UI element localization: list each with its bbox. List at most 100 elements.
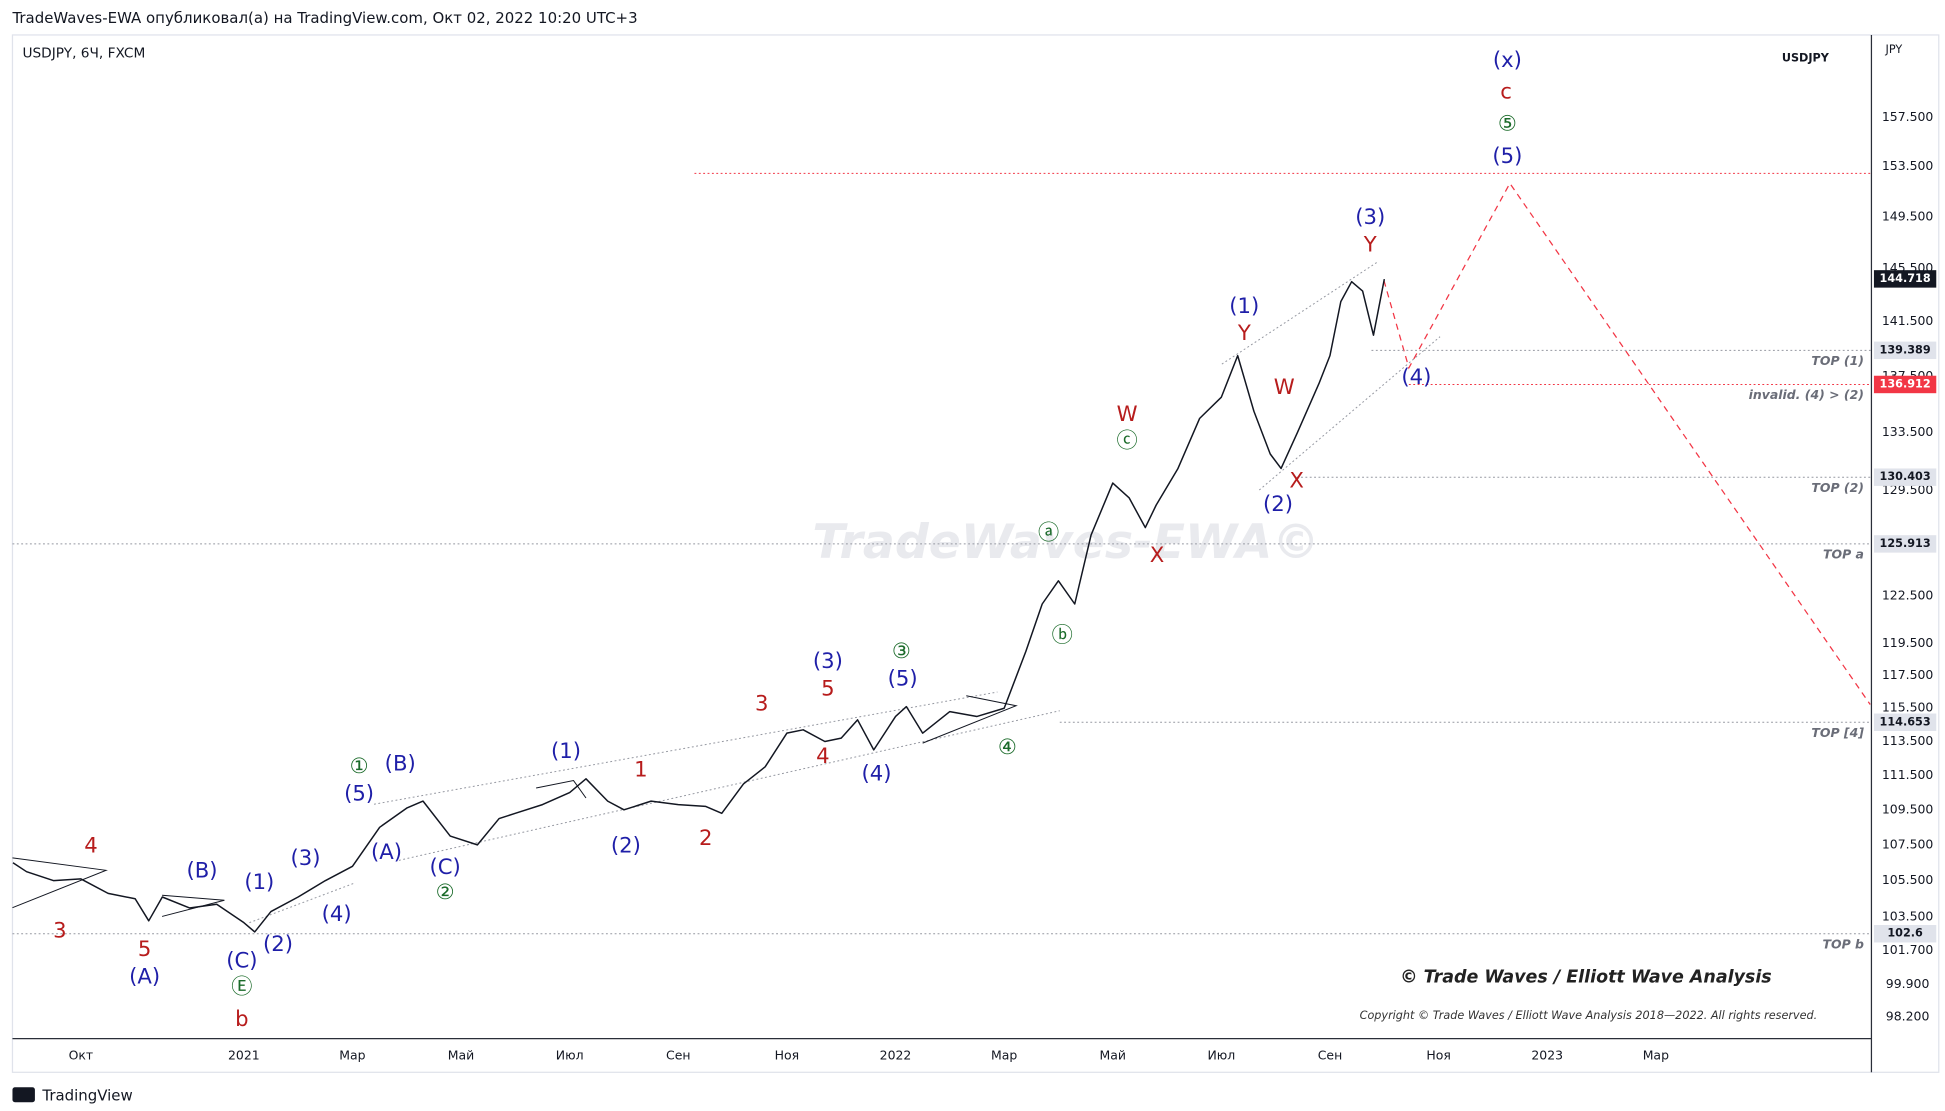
y-tick-label: 101.700 <box>1882 942 1934 957</box>
wave-label: Y <box>1237 320 1251 345</box>
y-tick-label: 99.900 <box>1886 976 1930 991</box>
wave-label: (B) <box>385 750 416 775</box>
wave-label: (2) <box>611 833 641 858</box>
level-label: invalid. (4) > (2) <box>1749 387 1864 402</box>
y-tick-label: 149.500 <box>1882 209 1934 224</box>
symbol-label: USDJPY, 6Ч, FXCM <box>22 46 145 62</box>
wave-label: 4 <box>816 743 829 768</box>
wave-label: (1) <box>1229 293 1259 318</box>
wave-label: (3) <box>1355 204 1385 229</box>
y-tick-label: 141.500 <box>1882 313 1934 328</box>
wave-label: ⓑ <box>1052 622 1073 647</box>
price-line <box>12 278 1386 933</box>
wave-label: Ⓔ <box>231 974 252 999</box>
level-label: TOP b <box>1822 936 1864 951</box>
price-box <box>1873 535 1937 553</box>
wave-label: Y <box>1363 232 1377 257</box>
wave-label: 3 <box>53 917 66 942</box>
level-label: TOP [4] <box>1811 725 1864 740</box>
copyright: Copyright © Trade Waves / Elliott Wave A… <box>1360 1009 1818 1022</box>
price-box <box>1873 375 1937 394</box>
wave-label: b <box>235 1006 248 1031</box>
wave-label: W <box>1274 374 1295 399</box>
last-price-label: 144.718 <box>1880 272 1931 285</box>
wave-label: (1) <box>551 738 581 763</box>
x-tick-label: Мар <box>991 1048 1017 1063</box>
price-box <box>1873 925 1937 943</box>
price-box-label: 125.913 <box>1880 537 1931 550</box>
footer: TradingView <box>41 1086 132 1104</box>
axis-unit: JPY <box>1885 43 1903 56</box>
wave-label: ④ <box>998 734 1017 759</box>
wave-label: 1 <box>634 757 647 782</box>
wave-label: c <box>1500 78 1512 103</box>
wave-label: W <box>1117 401 1138 426</box>
frame <box>11 34 1940 1073</box>
x-tick-label: Сен <box>666 1048 691 1063</box>
price-box-label: 102.6 <box>1887 927 1923 940</box>
wave-label: (3) <box>290 845 320 870</box>
wave-label: (B) <box>186 858 217 883</box>
x-tick-label: 2021 <box>228 1048 260 1063</box>
price-box-label: 136.912 <box>1880 377 1931 390</box>
wave-label: 3 <box>755 690 768 715</box>
triangles <box>12 695 1018 917</box>
projection <box>1383 182 1871 705</box>
x-tick-label: Сен <box>1318 1048 1343 1063</box>
y-tick-label: 133.500 <box>1882 424 1934 439</box>
price-box <box>1873 713 1937 731</box>
level-label: TOP a <box>1823 547 1864 562</box>
x-tick-label: 2022 <box>880 1048 912 1063</box>
wave-label: ② <box>436 879 455 904</box>
x-tick-label: Окт <box>69 1048 94 1063</box>
y-tick-label: 107.500 <box>1882 836 1934 851</box>
x-tick-label: Июл <box>1207 1048 1235 1063</box>
wave-label: 2 <box>699 825 712 850</box>
level-label: TOP (1) <box>1811 353 1864 368</box>
price-box-label: 130.403 <box>1880 470 1931 483</box>
y-tick-label: 103.500 <box>1882 909 1934 924</box>
wave-label: (C) <box>226 947 257 972</box>
level-label: TOP (2) <box>1811 480 1864 495</box>
wave-label: X <box>1289 467 1304 492</box>
header: TradeWaves-EWA опубликовал(а) на Trading… <box>11 9 637 27</box>
y-tick-label: 105.500 <box>1882 872 1934 887</box>
wave-label: (2) <box>1263 491 1293 516</box>
wave-label: (4) <box>861 760 891 785</box>
y-tick-label: 157.500 <box>1882 109 1934 124</box>
wave-label: (4) <box>1401 364 1431 389</box>
wave-label: (5) <box>1492 143 1522 168</box>
tv-logo <box>12 1087 35 1103</box>
price-box-label: 114.653 <box>1880 715 1931 728</box>
price-box <box>1873 468 1937 486</box>
wave-label: ⓒ <box>1117 427 1138 452</box>
price-box <box>1873 341 1937 360</box>
watermark: TradeWaves-EWA© <box>812 515 1319 570</box>
y-tick-label: 111.500 <box>1882 767 1934 782</box>
wave-label: ⓐ <box>1038 520 1059 545</box>
wave-label: (5) <box>888 666 918 691</box>
wave-label: (x) <box>1493 47 1522 72</box>
x-tick-label: Мар <box>339 1048 365 1063</box>
x-tick-label: Май <box>448 1048 474 1063</box>
symbol-badge: USDJPY <box>1782 52 1830 65</box>
y-tick-label: 117.500 <box>1882 667 1934 682</box>
x-tick-label: Ноя <box>1426 1048 1450 1063</box>
wave-label: 5 <box>821 676 834 701</box>
wave-label: (A) <box>129 964 160 989</box>
y-tick-label: 153.500 <box>1882 158 1934 173</box>
x-tick-label: Мар <box>1643 1048 1669 1063</box>
x-tick-label: Июл <box>556 1048 584 1063</box>
wave-label: 4 <box>84 833 97 858</box>
wave-label: X <box>1150 542 1165 567</box>
y-tick-label: 113.500 <box>1882 733 1934 748</box>
wave-label: (5) <box>344 780 374 805</box>
price-box-label: 139.389 <box>1880 343 1931 356</box>
wave-label: 5 <box>138 936 151 961</box>
y-tick-label: 109.500 <box>1882 801 1934 816</box>
wave-label: ① <box>350 753 369 778</box>
wave-label: (1) <box>244 869 274 894</box>
wave-label: (2) <box>263 931 293 956</box>
